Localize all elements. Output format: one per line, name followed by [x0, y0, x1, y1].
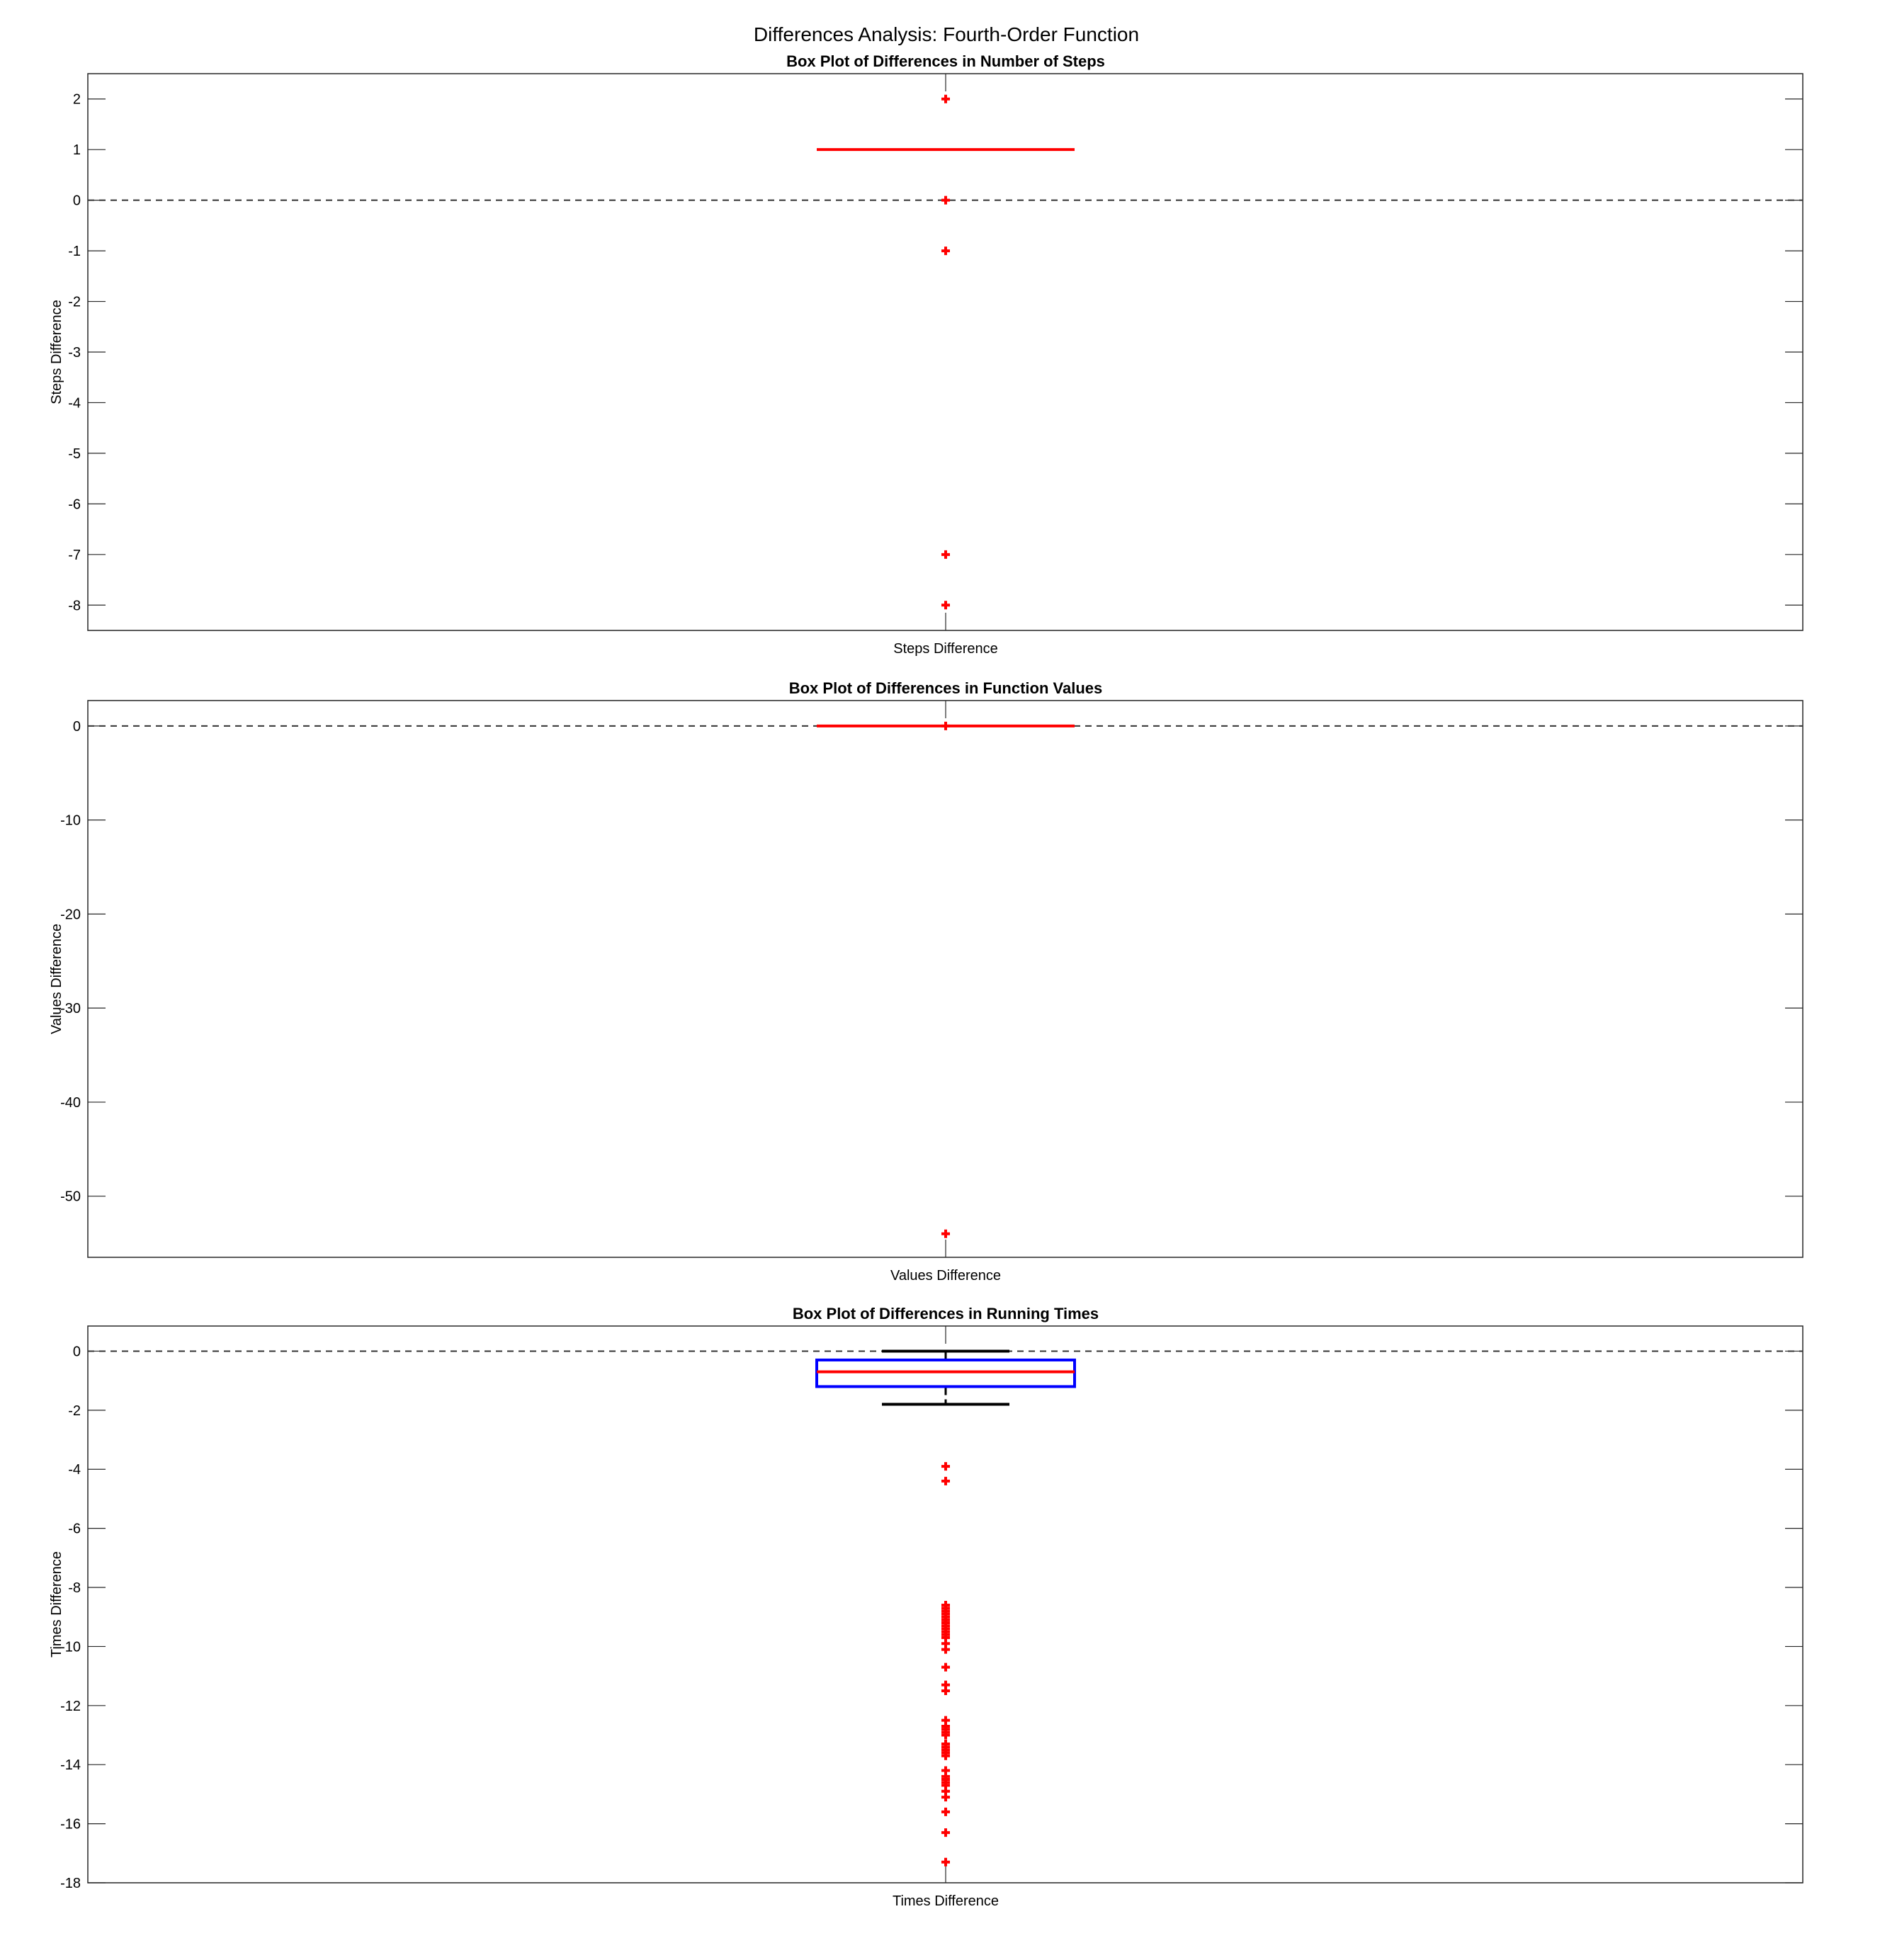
y-tick-label: -18	[60, 1876, 81, 1891]
outlier-marker	[941, 550, 950, 559]
y-tick-label: -10	[60, 813, 81, 829]
outlier-marker	[941, 1686, 950, 1695]
y-tick-label: -50	[60, 1189, 81, 1205]
x-category-label: Times Difference	[893, 1893, 999, 1909]
panel-title: Box Plot of Differences in Running Times	[793, 1305, 1099, 1322]
outlier-marker	[941, 196, 950, 205]
y-tick-label: -8	[68, 1580, 81, 1596]
outlier-marker	[941, 1807, 950, 1816]
y-tick-label: -10	[60, 1639, 81, 1655]
y-axis-label: Times Difference	[49, 1551, 64, 1658]
y-tick-label: 0	[73, 1344, 81, 1359]
y-tick-label: -12	[60, 1699, 81, 1714]
outlier-marker	[941, 601, 950, 610]
outlier-marker	[941, 247, 950, 256]
x-category-label: Values Difference	[890, 1268, 1001, 1284]
y-tick-label: -3	[68, 345, 81, 361]
iqr-box	[815, 1358, 1076, 1388]
y-tick-label: -40	[60, 1095, 81, 1111]
y-tick-label: -4	[68, 1462, 81, 1478]
y-tick-label: -1	[68, 244, 81, 259]
y-tick-label: -2	[68, 295, 81, 310]
boxplot-panel-3: Box Plot of Differences in Running Times…	[49, 1305, 1803, 1909]
y-tick-label: -14	[60, 1757, 81, 1773]
y-tick-label: 2	[73, 92, 81, 108]
y-tick-label: -6	[68, 1522, 81, 1537]
y-tick-label: 0	[73, 193, 81, 209]
outlier-marker	[941, 94, 950, 103]
boxplot-panel-2: Box Plot of Differences in Function Valu…	[49, 679, 1803, 1284]
y-tick-label: -8	[68, 598, 81, 613]
y-axis-label: Values Difference	[49, 924, 64, 1034]
boxplot-panel-1: Box Plot of Differences in Number of Ste…	[49, 52, 1803, 657]
y-tick-label: 1	[73, 142, 81, 158]
outlier-marker	[941, 1229, 950, 1238]
outlier-marker	[941, 1793, 950, 1802]
x-category-label: Steps Difference	[893, 641, 998, 657]
figure-title: Differences Analysis: Fourth-Order Funct…	[754, 23, 1139, 45]
y-tick-label: -6	[68, 497, 81, 512]
outlier-marker	[941, 1751, 950, 1760]
y-tick-label: -2	[68, 1403, 81, 1419]
outlier-marker	[941, 1857, 950, 1866]
y-tick-label: 0	[73, 719, 81, 735]
axes-frame	[87, 700, 1803, 1258]
y-axis-label: Steps Difference	[49, 300, 64, 404]
outlier-marker	[941, 1662, 950, 1672]
axes-frame	[87, 73, 1803, 631]
y-tick-label: -30	[60, 1001, 81, 1016]
outlier-marker	[941, 1730, 950, 1740]
outlier-marker	[941, 1645, 950, 1654]
outlier-marker	[941, 1476, 950, 1485]
y-tick-label: -5	[68, 446, 81, 462]
y-tick-label: -20	[60, 907, 81, 922]
panel-title: Box Plot of Differences in Function Valu…	[789, 679, 1103, 697]
y-tick-label: -7	[68, 548, 81, 563]
outlier-marker	[941, 721, 950, 730]
y-tick-label: -16	[60, 1817, 81, 1832]
panel-title: Box Plot of Differences in Number of Ste…	[786, 52, 1105, 70]
y-tick-label: -4	[68, 395, 81, 411]
outlier-marker	[941, 1828, 950, 1837]
outlier-marker	[941, 1462, 950, 1471]
